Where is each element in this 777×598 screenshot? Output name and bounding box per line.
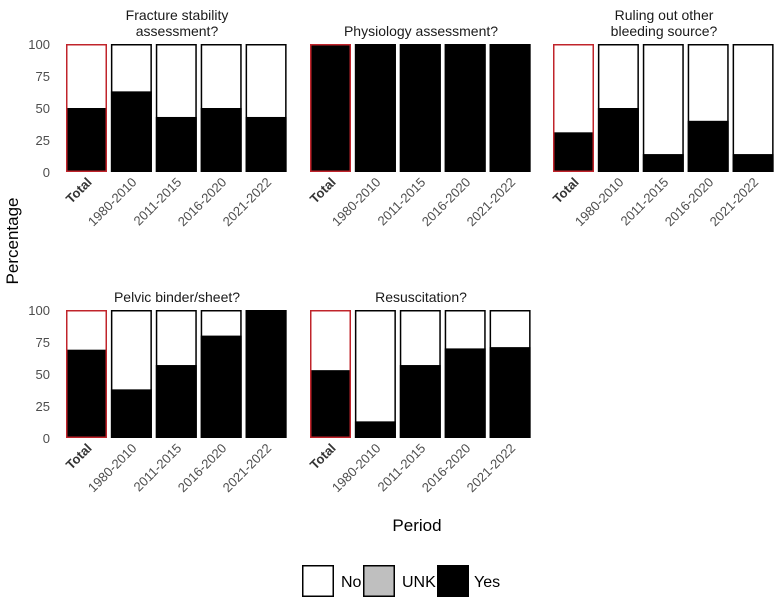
y-axis-title: Percentage bbox=[3, 198, 22, 285]
y-tick-label: 100 bbox=[28, 303, 50, 318]
bar-outline bbox=[245, 44, 287, 172]
bar-outline bbox=[687, 44, 729, 172]
y-tick-label: 25 bbox=[36, 133, 50, 148]
bar-outline bbox=[642, 44, 684, 172]
x-tick-label: 1980-2010 bbox=[329, 175, 384, 230]
x-tick-label: 1980-2010 bbox=[85, 175, 140, 230]
bar-outline bbox=[200, 310, 242, 438]
x-tick-label: 1980-2010 bbox=[85, 441, 140, 496]
y-tick-label: 0 bbox=[43, 431, 50, 446]
x-tick-label: Total bbox=[550, 175, 582, 207]
legend-swatch-no bbox=[302, 565, 334, 597]
bar-outline-total bbox=[310, 310, 351, 438]
bar-outline-total bbox=[66, 44, 107, 172]
panel-title-4: Pelvic binder/sheet? bbox=[114, 289, 240, 305]
bar-segment-yes bbox=[732, 154, 774, 172]
bar-segment-yes bbox=[597, 108, 639, 172]
bar-outline bbox=[110, 310, 152, 438]
panel-title-3: Ruling out other bbox=[615, 7, 714, 23]
bar-outline-total bbox=[66, 310, 107, 438]
panel-title-2: Physiology assessment? bbox=[344, 23, 498, 39]
bar-segment-yes bbox=[399, 365, 441, 438]
bar-outline bbox=[354, 310, 396, 438]
legend-label-no: No bbox=[341, 574, 362, 591]
bar-segment-yes bbox=[354, 421, 396, 438]
bar-segment-yes bbox=[200, 108, 242, 172]
x-tick-label: 2021-2022 bbox=[220, 441, 275, 496]
x-tick-label: 1980-2010 bbox=[329, 441, 384, 496]
bar-segment-yes bbox=[489, 347, 531, 438]
bar-outline bbox=[354, 44, 396, 172]
bar-outline bbox=[732, 44, 774, 172]
bar-outline bbox=[489, 44, 531, 172]
bar-outline bbox=[597, 44, 639, 172]
bar-segment-yes bbox=[310, 44, 351, 172]
bar-outline bbox=[155, 44, 197, 172]
bar-segment-no bbox=[642, 44, 684, 172]
bar-outline bbox=[444, 44, 486, 172]
y-tick-label: 100 bbox=[28, 37, 50, 52]
legend-swatch-unk bbox=[363, 565, 395, 597]
bar-segment-yes bbox=[245, 310, 287, 438]
bar-outline bbox=[110, 44, 152, 172]
x-tick-label: 2021-2022 bbox=[464, 441, 519, 496]
x-tick-label: 2021-2022 bbox=[220, 175, 275, 230]
bar-segment-yes bbox=[444, 44, 486, 172]
bar-segment-yes bbox=[155, 365, 197, 438]
bar-segment-yes bbox=[200, 335, 242, 438]
y-tick-label: 25 bbox=[36, 399, 50, 414]
panel-title-5: Resuscitation? bbox=[375, 289, 467, 305]
bar-outline bbox=[245, 310, 287, 438]
bar-outline bbox=[200, 44, 242, 172]
bar-segment-yes bbox=[66, 108, 107, 172]
bar-segment-no bbox=[732, 44, 774, 172]
panel-title-1: Fracture stability bbox=[126, 7, 229, 23]
bar-segment-yes bbox=[110, 389, 152, 438]
y-tick-label: 50 bbox=[36, 101, 50, 116]
y-tick-label: 0 bbox=[43, 165, 50, 180]
legend-label-yes: Yes bbox=[474, 574, 500, 591]
bar-outline bbox=[489, 310, 531, 438]
y-tick-label: 50 bbox=[36, 367, 50, 382]
x-tick-label: Total bbox=[307, 175, 339, 207]
bar-segment-yes bbox=[489, 44, 531, 172]
bar-segment-yes bbox=[310, 370, 351, 438]
bar-outline bbox=[444, 310, 486, 438]
bar-outline-total bbox=[310, 44, 351, 172]
bar-segment-yes bbox=[354, 44, 396, 172]
bar-segment-yes bbox=[642, 154, 684, 172]
x-axis-title: Period bbox=[392, 516, 441, 535]
x-tick-label: 2021-2022 bbox=[464, 175, 519, 230]
panel-title-1: assessment? bbox=[136, 23, 219, 39]
bar-outline-total bbox=[553, 44, 594, 172]
x-tick-label: Total bbox=[63, 441, 95, 473]
panel-title-3: bleeding source? bbox=[611, 23, 718, 39]
x-tick-label: Total bbox=[307, 441, 339, 473]
legend-label-unk: UNK bbox=[402, 574, 436, 591]
bar-outline bbox=[399, 310, 441, 438]
y-tick-label: 75 bbox=[36, 69, 50, 84]
bar-segment-no bbox=[354, 310, 396, 438]
bar-outline bbox=[399, 44, 441, 172]
bar-outline bbox=[155, 310, 197, 438]
bar-segment-yes bbox=[155, 116, 197, 172]
x-tick-label: Total bbox=[63, 175, 95, 207]
bar-segment-yes bbox=[66, 349, 107, 438]
bar-segment-yes bbox=[110, 91, 152, 172]
legend-swatch-yes bbox=[437, 565, 469, 597]
bar-segment-yes bbox=[245, 116, 287, 172]
bar-segment-yes bbox=[399, 44, 441, 172]
bar-segment-yes bbox=[444, 348, 486, 438]
y-tick-label: 75 bbox=[36, 335, 50, 350]
bar-segment-yes bbox=[687, 120, 729, 172]
x-tick-label: 1980-2010 bbox=[572, 175, 627, 230]
bar-segment-yes bbox=[553, 132, 594, 172]
x-tick-label: 2021-2022 bbox=[707, 175, 762, 230]
